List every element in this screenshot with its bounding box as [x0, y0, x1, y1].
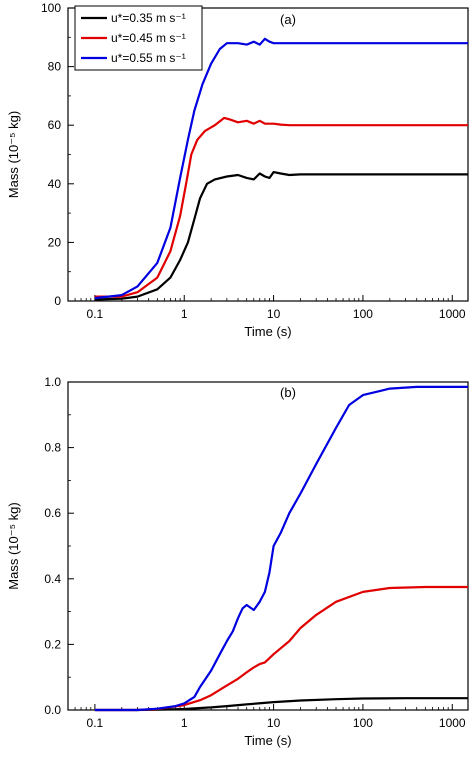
x-axis-title-a: Time (s) — [244, 324, 291, 339]
x-tick-label: 1 — [181, 716, 188, 730]
series-line-a-0 — [94, 171, 468, 301]
x-tick-label: 0.1 — [87, 716, 104, 730]
y-tick-label: 0.6 — [44, 506, 61, 520]
legend: u*=0.35 m s⁻¹ u*=0.45 m s⁻¹ u*=0.55 m s⁻… — [74, 5, 203, 71]
series-line-a-2 — [94, 37, 468, 300]
y-tick-label: 20 — [48, 235, 62, 249]
y-tick-label: 60 — [48, 118, 62, 132]
series-group-a — [94, 37, 468, 301]
x-axis-title-b: Time (s) — [244, 733, 291, 748]
series-group-b — [94, 385, 468, 712]
y-tick-label: 40 — [48, 177, 62, 191]
y-tick-label: 100 — [41, 1, 61, 15]
y-tick-label: 1.0 — [44, 375, 61, 389]
legend-label-1: u*=0.45 m s⁻¹ — [111, 31, 186, 45]
x-tick-label: 100 — [353, 307, 373, 321]
y-axis-title-b: Mass (10⁻⁵ kg) — [6, 502, 21, 589]
x-ticks-a: 0.1 1 10 100 1000 — [74, 295, 466, 321]
y-tick-label: 0.0 — [44, 703, 61, 717]
y-tick-label: 0.2 — [44, 637, 61, 651]
x-tick-label: 10 — [267, 307, 281, 321]
y-tick-label: 0.8 — [44, 441, 61, 455]
y-tick-label: 80 — [48, 60, 62, 74]
legend-label-2: u*=0.55 m s⁻¹ — [111, 51, 186, 65]
series-line-b-2 — [94, 385, 468, 712]
x-tick-label: 10 — [267, 716, 281, 730]
x-tick-label: 0.1 — [87, 307, 104, 321]
series-line-b-1 — [94, 585, 468, 712]
y-ticks-a: 0 20 40 60 80 100 — [41, 1, 74, 308]
legend-label-0: u*=0.35 m s⁻¹ — [111, 11, 186, 25]
panel-b: 0.1 1 10 100 1000 0.0 0.2 0.4 0.6 0.8 1.0 (b) Tim… — [6, 375, 469, 748]
x-tick-label: 1 — [181, 307, 188, 321]
y-axis-title-a: Mass (10⁻⁵ kg) — [6, 111, 21, 198]
panel-label-b: (b) — [280, 385, 296, 400]
series-line-a-1 — [94, 116, 468, 298]
x-tick-label: 1000 — [439, 716, 466, 730]
x-ticks-b: 0.1 1 10 100 1000 — [74, 704, 466, 730]
y-tick-label: 0.4 — [44, 572, 61, 586]
x-tick-label: 100 — [353, 716, 373, 730]
panel-label-a: (a) — [280, 12, 296, 27]
y-ticks-b: 0.0 0.2 0.4 0.6 0.8 1.0 — [44, 375, 74, 717]
y-tick-label: 0 — [54, 294, 61, 308]
x-tick-label: 1000 — [439, 307, 466, 321]
